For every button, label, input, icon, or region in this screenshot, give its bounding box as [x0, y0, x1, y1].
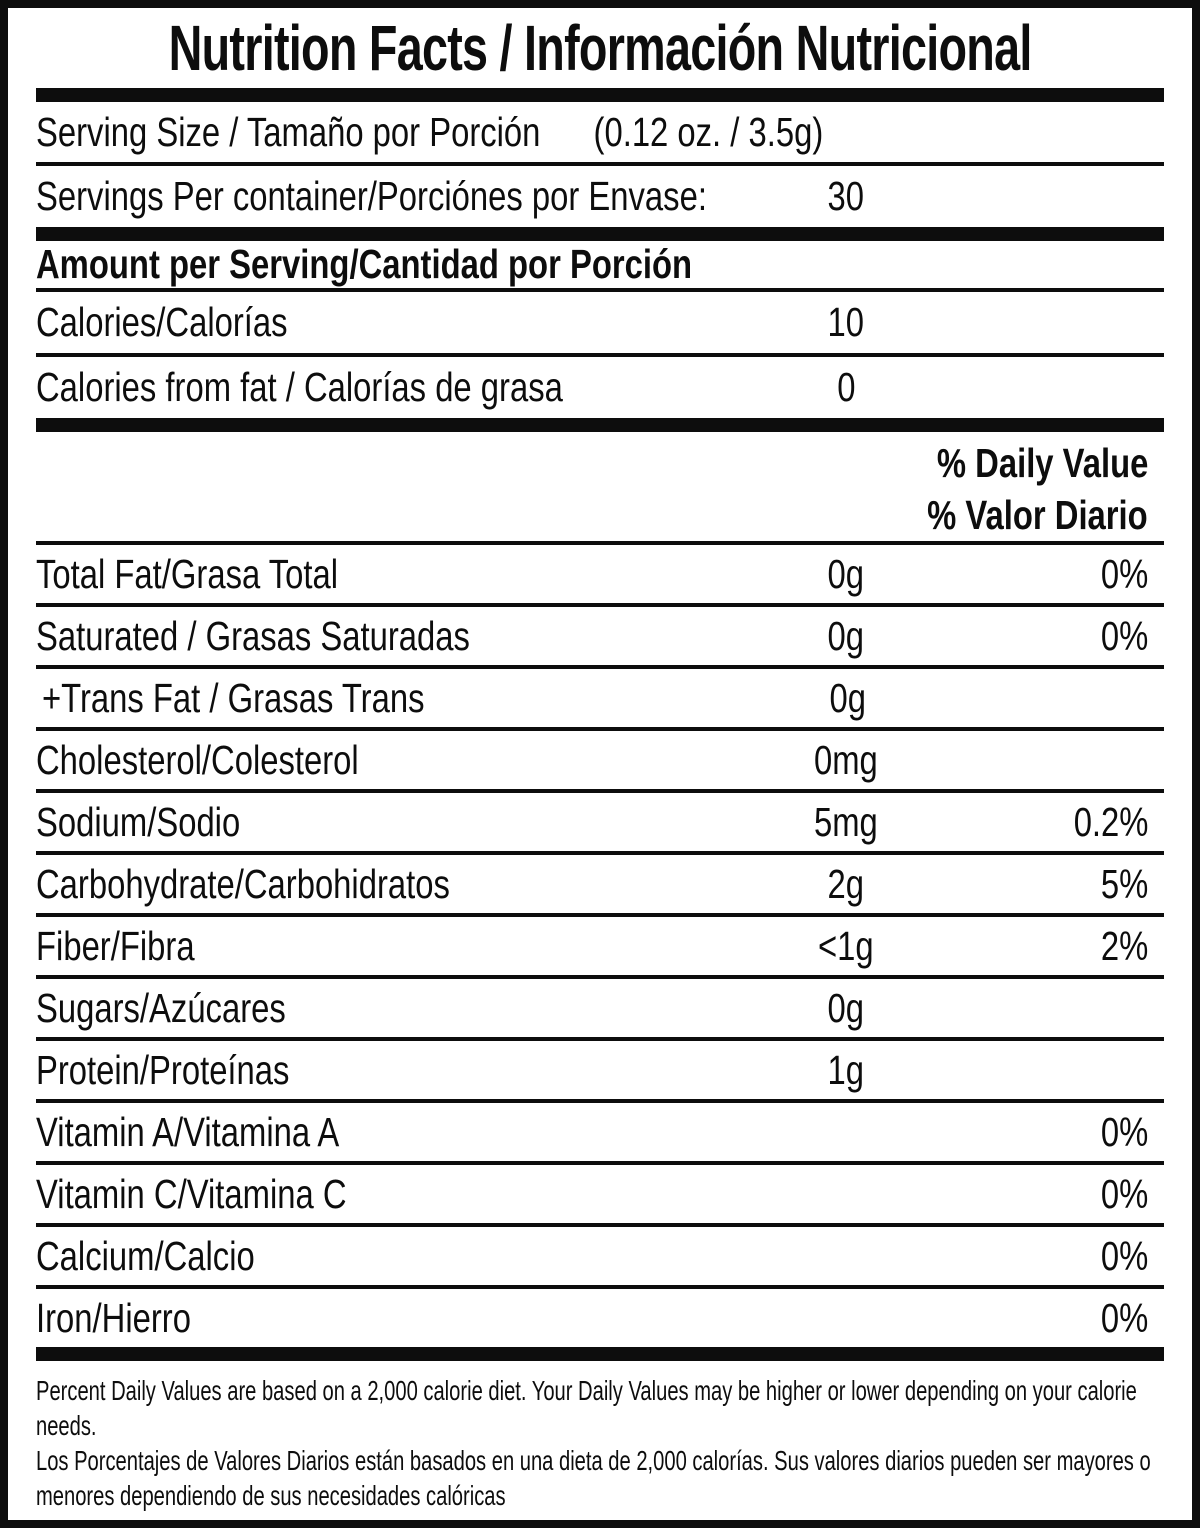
amount-per-serving-header: Amount per Serving/Cantidad por Porción: [36, 241, 693, 287]
nutrient-row-fiber: Fiber/Fibra <1g 2%: [36, 917, 1164, 979]
nutrient-label: Iron/Hierro: [36, 1294, 191, 1341]
nutrient-label: Sugars/Azúcares: [36, 984, 286, 1031]
calories-row: Calories/Calorías 10: [36, 292, 1164, 353]
servings-per-container-label: Servings Per container/Porciónes por Env…: [36, 173, 707, 219]
nutrient-daily-value: 2%: [1100, 922, 1148, 969]
divider-thick-bottom: [36, 1347, 1164, 1361]
nutrient-label: Vitamin A/Vitamina A: [36, 1108, 340, 1155]
nutrient-daily-value: 0%: [1100, 550, 1148, 597]
nutrient-table: Total Fat/Grasa Total 0g 0% Saturated / …: [36, 545, 1164, 1347]
nutrient-amount: 0mg: [814, 736, 878, 783]
nutrient-daily-value: 0%: [1100, 612, 1148, 659]
servings-per-container-row: Servings Per container/Porciónes por Env…: [36, 166, 1164, 227]
nutrient-row-calcium: Calcium/Calcio 0%: [36, 1227, 1164, 1289]
nutrient-row-cholesterol: Cholesterol/Colesterol 0mg: [36, 731, 1164, 793]
serving-size-label: Serving Size / Tamaño por Porción: [36, 108, 541, 155]
nutrient-row-sodium: Sodium/Sodio 5mg 0.2%: [36, 793, 1164, 855]
footnote-section: Percent Daily Values are based on a 2,00…: [36, 1361, 1164, 1513]
nutrient-row-sugars: Sugars/Azúcares 0g: [36, 979, 1164, 1041]
nutrient-label: Total Fat/Grasa Total: [36, 550, 339, 597]
nutrient-amount: 2g: [827, 860, 865, 907]
nutrient-amount: <1g: [818, 922, 874, 969]
nutrient-row-total-fat: Total Fat/Grasa Total 0g 0%: [36, 545, 1164, 607]
footnote-english: Percent Daily Values are based on a 2,00…: [36, 1375, 1137, 1441]
daily-value-header-es: % Valor Diario: [927, 491, 1148, 538]
divider-thin: [36, 541, 1164, 545]
nutrient-label: Fiber/Fibra: [36, 922, 195, 969]
nutrient-daily-value: 0.2%: [1073, 798, 1148, 845]
nutrient-amount: 0g: [827, 612, 865, 659]
nutrient-row-carbohydrate: Carbohydrate/Carbohidratos 2g 5%: [36, 855, 1164, 917]
serving-size-line: Serving Size / Tamaño por Porción (0.12 …: [36, 109, 823, 156]
nutrient-label: Cholesterol/Colesterol: [36, 736, 359, 783]
nutrient-row-trans-fat: +Trans Fat / Grasas Trans 0g: [36, 669, 1164, 731]
nutrient-amount: 0g: [827, 984, 865, 1031]
nutrient-label: +Trans Fat / Grasas Trans: [42, 674, 425, 721]
divider-thin: [36, 288, 1164, 292]
nutrient-label: Vitamin C/Vitamina C: [36, 1170, 347, 1217]
nutrient-daily-value: 5%: [1100, 860, 1148, 907]
divider-thin: [36, 353, 1164, 357]
label-title-row: Nutrition Facts / Información Nutriciona…: [36, 8, 1164, 88]
nutrient-amount: 5mg: [814, 798, 878, 845]
nutrient-label: Carbohydrate/Carbohidratos: [36, 860, 450, 907]
nutrient-amount: 1g: [827, 1046, 865, 1093]
nutrient-daily-value: 0%: [1100, 1294, 1148, 1341]
nutrient-daily-value: 0%: [1100, 1170, 1148, 1217]
calories-label: Calories/Calorías: [36, 299, 288, 345]
calories-from-fat-label: Calories from fat / Calorías de grasa: [36, 364, 563, 410]
divider-thin: [36, 162, 1164, 166]
servings-per-container-label-cell: Servings Per container/Porciónes por Env…: [36, 173, 746, 220]
calories-value: 10: [827, 299, 865, 345]
nutrient-amount: 0g: [827, 550, 865, 597]
daily-value-header-en: % Daily Value: [936, 439, 1148, 486]
calories-from-fat-value-cell: 0: [746, 364, 946, 411]
calories-from-fat-label-cell: Calories from fat / Calorías de grasa: [36, 364, 746, 411]
divider-thick-top: [36, 88, 1164, 102]
nutrient-row-vitamin-a: Vitamin A/Vitamina A 0%: [36, 1103, 1164, 1165]
nutrient-label: Calcium/Calcio: [36, 1232, 255, 1279]
nutrient-daily-value: 0%: [1100, 1108, 1148, 1155]
nutrient-label: Protein/Proteínas: [36, 1046, 290, 1093]
calories-label-cell: Calories/Calorías: [36, 299, 746, 346]
nutrient-label: Sodium/Sodio: [36, 798, 241, 845]
divider-thick: [36, 418, 1164, 432]
nutrient-row-saturated-fat: Saturated / Grasas Saturadas 0g 0%: [36, 607, 1164, 669]
daily-value-header-es-row: % Valor Diario: [36, 490, 1164, 540]
nutrient-row-iron: Iron/Hierro 0%: [36, 1289, 1164, 1347]
daily-value-header-block: % Daily Value % Valor Diario: [36, 432, 1164, 541]
daily-value-header-en-row: % Daily Value: [36, 438, 1164, 488]
servings-per-container-value-cell: 30: [746, 173, 946, 220]
label-title: Nutrition Facts / Información Nutriciona…: [168, 12, 1033, 84]
divider-thick: [36, 227, 1164, 241]
nutrient-row-protein: Protein/Proteínas 1g: [36, 1041, 1164, 1103]
serving-size-row: Serving Size / Tamaño por Porción (0.12 …: [36, 102, 1164, 162]
nutrient-amount: 0g: [829, 674, 866, 721]
calories-from-fat-value: 0: [836, 364, 856, 410]
calories-from-fat-row: Calories from fat / Calorías de grasa 0: [36, 357, 1164, 418]
calories-value-cell: 10: [746, 299, 946, 346]
nutrient-row-vitamin-c: Vitamin C/Vitamina C 0%: [36, 1165, 1164, 1227]
serving-size-value: (0.12 oz. / 3.5g): [593, 108, 824, 155]
nutrient-label: Saturated / Grasas Saturadas: [36, 612, 470, 659]
servings-per-container-value: 30: [827, 173, 865, 219]
footnote-spanish: Los Porcentajes de Valores Diarios están…: [36, 1445, 1151, 1511]
amount-per-serving-header-row: Amount per Serving/Cantidad por Porción: [36, 241, 1164, 288]
nutrient-daily-value: 0%: [1100, 1232, 1148, 1279]
